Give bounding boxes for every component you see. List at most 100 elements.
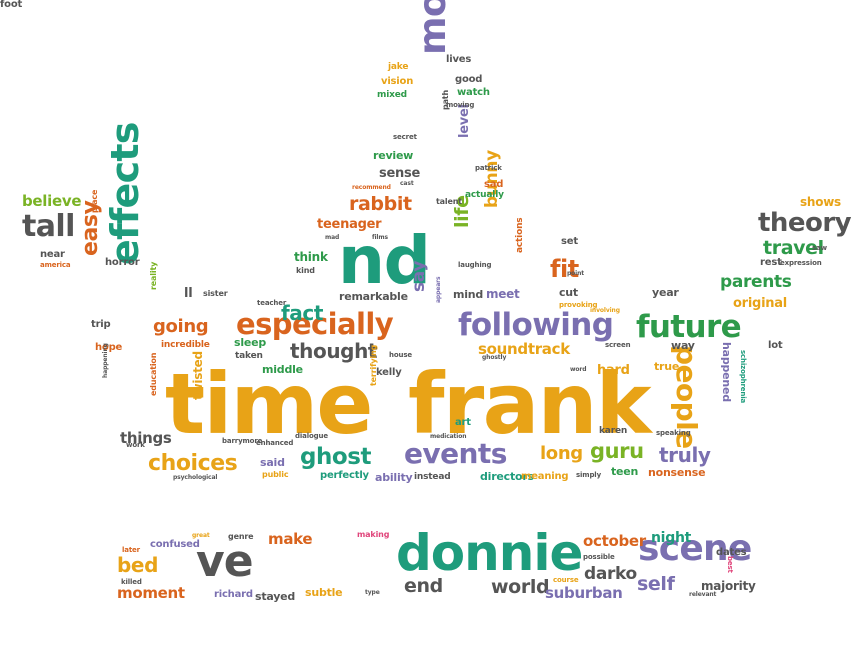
word-level: level xyxy=(457,104,472,138)
word-travel: travel xyxy=(763,237,824,259)
word-nd: nd xyxy=(338,222,431,299)
word-possible: possible xyxy=(583,553,615,561)
word-suburban: suburban xyxy=(545,584,623,602)
word-richard: richard xyxy=(214,589,253,600)
word-meet: meet xyxy=(486,287,520,301)
word-review: review xyxy=(373,149,414,162)
word-happened: happened xyxy=(720,342,733,402)
word-later: later xyxy=(122,546,140,554)
word-soundtrack: soundtrack xyxy=(478,340,570,358)
word-original: original xyxy=(733,296,787,311)
word-teenager: teenager xyxy=(317,217,382,232)
word-point: point xyxy=(567,270,585,277)
word-reality: reality xyxy=(149,261,158,290)
word-going: going xyxy=(153,316,209,337)
word-films: films xyxy=(372,234,388,241)
word-choices: choices xyxy=(148,451,238,476)
word-taken: taken xyxy=(235,351,263,361)
word-shows: shows xyxy=(800,195,841,209)
word-great: great xyxy=(192,532,210,539)
word-meaning: meaning xyxy=(521,471,569,482)
word-directors: directors xyxy=(480,470,534,483)
word-long: long xyxy=(540,443,583,464)
word-sleep: sleep xyxy=(234,336,267,349)
word-speaking: speaking xyxy=(656,429,691,437)
word-terrifying: terrifying xyxy=(369,344,378,386)
word-said: said xyxy=(260,456,285,469)
word-lot: lot xyxy=(768,340,783,351)
word-remarkable: remarkable xyxy=(339,290,408,303)
word-donnie: donnie xyxy=(396,524,583,582)
word-saw: saw xyxy=(812,244,827,252)
word-course: course xyxy=(553,576,579,584)
word-think: think xyxy=(294,250,328,264)
word-trip: trip xyxy=(91,319,111,330)
word-enhanced: enhanced xyxy=(256,439,294,447)
word-talent: talent xyxy=(436,197,462,206)
word-set: set xyxy=(561,236,578,247)
word-majority: majority xyxy=(701,579,756,593)
word-patrick: patrick xyxy=(475,164,502,172)
word-october: october xyxy=(583,532,646,550)
word-cut: cut xyxy=(559,286,578,299)
word-ve: ve xyxy=(196,536,254,587)
word-fit: fit xyxy=(550,255,579,283)
word-relevant: relevant xyxy=(689,591,717,598)
word-medication: medication xyxy=(430,433,467,440)
word-sad: sad xyxy=(484,179,504,190)
word-screen: screen xyxy=(605,341,631,349)
word-happening: happening xyxy=(102,343,109,378)
word-sister: sister xyxy=(203,289,228,298)
word-ability: ability xyxy=(375,471,413,484)
word-time: time xyxy=(165,355,373,453)
word-teacher: teacher xyxy=(257,299,287,307)
word-art: art xyxy=(455,417,471,428)
word-darko: darko xyxy=(584,564,637,584)
word-confused: confused xyxy=(150,539,200,550)
word-mixed: mixed xyxy=(377,90,407,100)
word-work: work xyxy=(126,441,145,449)
word-word: word xyxy=(570,366,587,373)
word-world: world xyxy=(491,576,550,598)
word-instead: instead xyxy=(414,472,451,482)
word-scene: scene xyxy=(638,528,752,569)
word-rest: rest xyxy=(760,257,782,268)
word-moving: moving xyxy=(446,101,475,109)
word-way: way xyxy=(671,339,695,352)
word-jake: jake xyxy=(388,62,409,72)
word-night: night xyxy=(651,530,692,546)
word-middle: middle xyxy=(262,363,303,376)
word-twisted: twisted xyxy=(191,351,205,400)
word-kind: kind xyxy=(296,266,315,275)
word-teen: teen xyxy=(611,465,639,478)
word-nonsense: nonsense xyxy=(648,466,706,479)
word-actually: actually xyxy=(465,190,504,200)
word-place: place xyxy=(90,189,99,213)
word-fact: fact xyxy=(281,301,324,325)
word-year: year xyxy=(652,286,679,299)
word-house: house xyxy=(389,351,412,359)
word-theory: theory xyxy=(758,208,852,238)
word-things: things xyxy=(120,429,172,447)
word-following: following xyxy=(458,307,614,343)
word-education: education xyxy=(149,352,158,396)
word-vision: vision xyxy=(381,76,414,87)
word-mind: mind xyxy=(453,288,484,301)
word-movies: movies xyxy=(411,0,454,55)
word-foot: foot xyxy=(0,0,23,10)
word-karen: karen xyxy=(599,426,628,436)
word-america: america xyxy=(40,261,71,269)
word-good: good xyxy=(455,74,483,85)
word-frank: frank xyxy=(408,355,652,453)
word-subtle: subtle xyxy=(305,586,343,599)
word-killed: killed xyxy=(121,578,142,586)
word-hope: hope xyxy=(95,342,123,353)
word-sense: sense xyxy=(379,166,421,181)
word-psychological: psychological xyxy=(173,474,218,481)
word-appears: appears xyxy=(435,276,442,303)
word-make: make xyxy=(268,530,313,548)
word-believe: believe xyxy=(22,192,82,210)
word-expression: expression xyxy=(780,259,822,267)
word-guru: guru xyxy=(590,439,644,463)
